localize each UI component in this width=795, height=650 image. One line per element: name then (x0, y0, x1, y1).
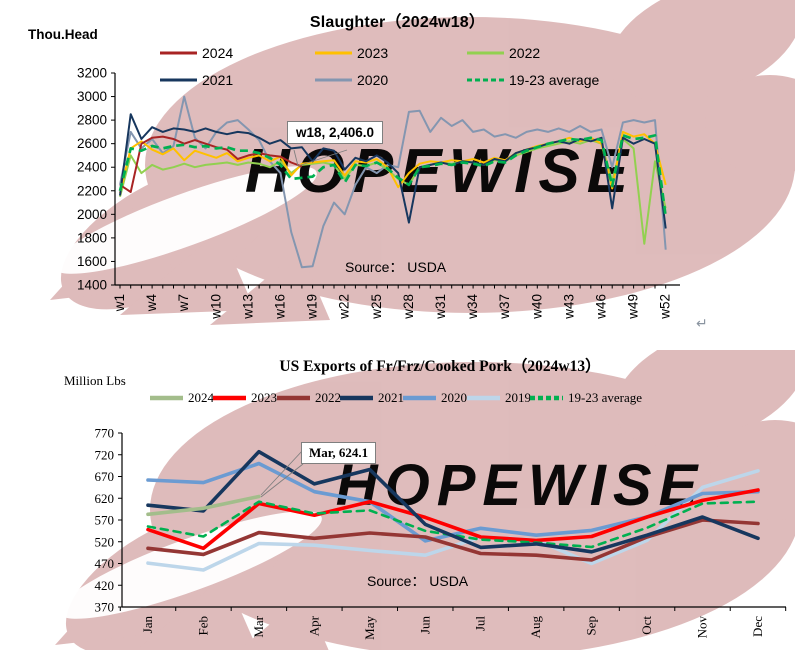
y-tick-label: 520 (95, 534, 115, 549)
x-tick-label: w31 (433, 294, 448, 320)
x-tick-label: w4 (144, 294, 159, 313)
x-tick-label: w46 (594, 294, 609, 320)
y-tick-label: 670 (95, 469, 115, 484)
series-line-2023 (146, 488, 760, 551)
slaughter-source-label: Source： USDA (345, 259, 447, 275)
slaughter-y-unit-label: Thou.Head (28, 27, 98, 42)
y-tick-label: 2800 (77, 113, 107, 128)
x-tick-label: w37 (497, 294, 512, 320)
y-tick-label: 2600 (77, 136, 107, 151)
x-tick-label: w49 (626, 294, 641, 320)
y-tick-label: 370 (95, 600, 115, 615)
pork-exports-annotation: Mar, 624.1 (301, 442, 377, 464)
y-tick-label: 620 (95, 491, 115, 506)
series-line-19-23-average (146, 500, 760, 549)
x-tick-label: Jan (140, 616, 155, 634)
pork-exports-chart-title: US Exports of Fr/Frz/Cooked Pork（2024w13… (279, 358, 601, 375)
series-line-2024 (146, 494, 261, 517)
y-tick-label: 3200 (77, 66, 107, 81)
watermark-text: HOPEWISE (336, 453, 705, 518)
return-mark: ↵ (696, 315, 708, 331)
annotation-leader-line (260, 463, 304, 498)
x-tick-label: w25 (369, 294, 384, 320)
x-tick-label: w22 (337, 294, 352, 320)
x-tick-label: May (362, 616, 377, 640)
x-tick-label: w52 (658, 294, 673, 320)
y-tick-label: 3000 (77, 89, 107, 104)
x-tick-label: w16 (273, 294, 288, 320)
y-tick-label: 570 (95, 513, 115, 528)
x-tick-label: w13 (240, 294, 255, 320)
series-line-2024 (119, 135, 303, 193)
pork-exports-source-label: Source： USDA (367, 573, 469, 589)
watermark-swoosh (58, 511, 322, 619)
y-tick-label: 1600 (77, 254, 107, 269)
x-tick-label: w10 (208, 294, 223, 320)
hopewise-watermark-top: HOPEWISE (50, 0, 795, 325)
watermark-text: HOPEWISE (245, 137, 635, 206)
series-line-2021 (119, 113, 667, 229)
slaughter-annotation: w18, 2,406.0 (287, 121, 384, 144)
y-tick-label: 420 (95, 578, 115, 593)
series-line-2020 (119, 95, 667, 269)
series-line-19-23-average (118, 134, 668, 217)
x-tick-label: w1 (112, 294, 127, 312)
annotation-leader-line (297, 149, 348, 167)
series-line-2021 (146, 449, 760, 554)
y-tick-label: 1800 (77, 230, 107, 245)
watermark-swoosh (53, 166, 317, 274)
x-tick-label: Oct (639, 616, 654, 635)
y-tick-label: 2200 (77, 183, 107, 198)
x-tick-label: Jul (473, 616, 488, 632)
x-tick-label: Apr (306, 615, 321, 636)
annotation-leader-line (260, 449, 304, 496)
x-tick-label: w28 (401, 294, 416, 320)
watermark-logo-shape (55, 350, 795, 650)
y-tick-label: 470 (95, 556, 115, 571)
y-tick-label: 770 (95, 426, 115, 441)
x-tick-label: w40 (529, 294, 544, 320)
x-tick-label: Jun (417, 616, 432, 635)
y-tick-label: 2000 (77, 207, 107, 222)
x-tick-label: w7 (176, 294, 191, 312)
x-tick-label: Feb (195, 616, 210, 636)
series-line-2022 (119, 138, 667, 245)
y-tick-label: 1400 (77, 278, 107, 293)
x-tick-label: Sep (584, 616, 599, 636)
y-tick-label: 2400 (77, 160, 107, 175)
x-tick-label: Nov (695, 616, 710, 639)
y-tick-label: 720 (95, 447, 115, 462)
annotation-leader-line (293, 149, 299, 167)
x-tick-label: Mar (251, 615, 266, 637)
x-tick-label: w34 (465, 294, 480, 320)
x-tick-label: w19 (305, 294, 320, 320)
x-tick-label: Dec (750, 616, 765, 637)
pork-exports-y-unit-label: Million Lbs (64, 373, 126, 388)
slaughter-chart-title: Slaughter（2024w18） (309, 14, 486, 31)
x-tick-label: Aug (528, 616, 543, 639)
series-line-2022 (146, 518, 760, 562)
hopewise-watermark-bottom: HOPEWISE (55, 350, 795, 650)
x-tick-label: w43 (561, 294, 576, 320)
